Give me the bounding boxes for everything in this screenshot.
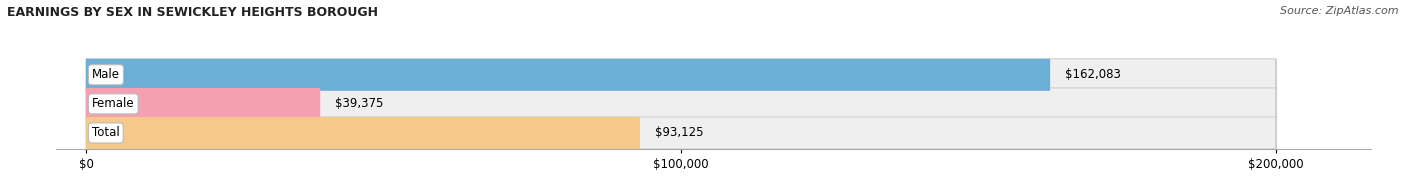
Text: $93,125: $93,125 — [655, 126, 703, 140]
Text: $162,083: $162,083 — [1064, 68, 1121, 81]
Text: EARNINGS BY SEX IN SEWICKLEY HEIGHTS BOROUGH: EARNINGS BY SEX IN SEWICKLEY HEIGHTS BOR… — [7, 6, 378, 19]
FancyBboxPatch shape — [86, 59, 1050, 91]
FancyBboxPatch shape — [86, 117, 1275, 149]
Text: Male: Male — [91, 68, 120, 81]
Text: Female: Female — [91, 97, 135, 110]
Text: $39,375: $39,375 — [335, 97, 384, 110]
FancyBboxPatch shape — [86, 88, 1275, 120]
FancyBboxPatch shape — [86, 88, 321, 120]
Text: Source: ZipAtlas.com: Source: ZipAtlas.com — [1281, 6, 1399, 16]
FancyBboxPatch shape — [86, 59, 1275, 91]
FancyBboxPatch shape — [86, 117, 640, 149]
Text: Total: Total — [91, 126, 120, 140]
